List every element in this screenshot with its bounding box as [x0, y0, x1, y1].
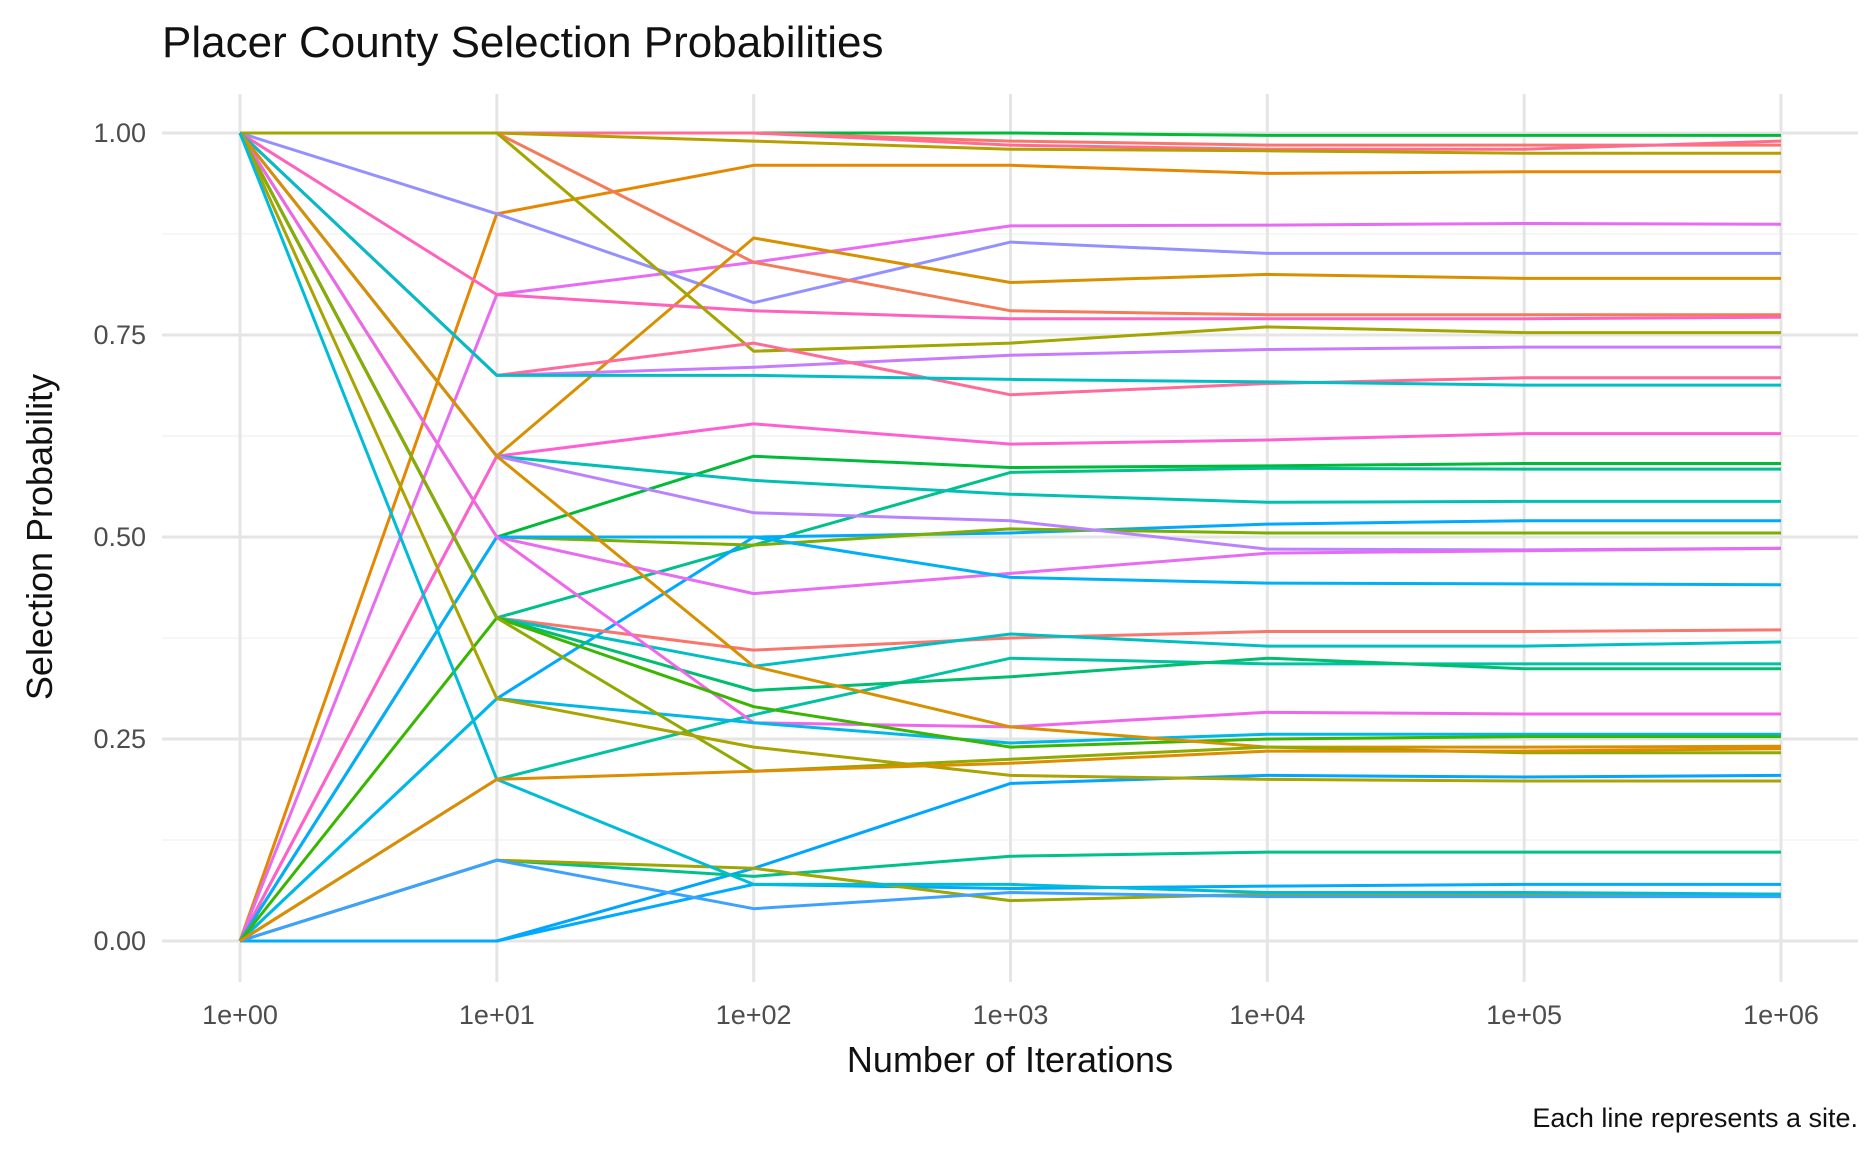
series-line-36 [240, 882, 1781, 943]
y-axis-ticks: 0.00 0.25 0.50 0.75 1.00 [93, 118, 146, 956]
x-tick-label: 1e+04 [1229, 1000, 1305, 1030]
y-tick-label: 0.75 [93, 320, 146, 350]
y-tick-label: 1.00 [93, 118, 146, 148]
chart-caption: Each line represents a site. [1532, 1103, 1858, 1133]
series-lines [238, 131, 1782, 943]
series-line-11 [240, 131, 1781, 353]
series-line-34 [238, 132, 1781, 783]
x-tick-label: 1e+02 [716, 1000, 792, 1030]
series-line-14 [238, 131, 1781, 387]
x-tick-label: 1e+00 [202, 1000, 278, 1030]
x-axis-ticks: 1e+00 1e+01 1e+02 1e+03 1e+04 1e+05 1e+06 [202, 1000, 1819, 1030]
x-axis-title: Number of Iterations [847, 1039, 1173, 1080]
series-line-32 [238, 132, 1781, 773]
series-line-31 [238, 132, 1782, 749]
series-line-10 [239, 131, 1782, 321]
gridlines [162, 94, 1858, 982]
y-tick-label: 0.00 [93, 926, 146, 956]
y-axis-title: Selection Probability [19, 374, 60, 700]
x-tick-label: 1e+06 [1743, 1000, 1819, 1030]
series-line-38 [239, 858, 1781, 943]
series-line-7 [239, 131, 1781, 305]
y-tick-label: 0.50 [93, 522, 146, 552]
x-tick-label: 1e+01 [459, 1000, 535, 1030]
y-tick-label: 0.25 [93, 724, 146, 754]
x-tick-label: 1e+03 [973, 1000, 1049, 1030]
chart-title: Placer County Selection Probabilities [162, 18, 884, 67]
x-tick-label: 1e+05 [1486, 1000, 1562, 1030]
series-line-40 [239, 747, 1782, 943]
